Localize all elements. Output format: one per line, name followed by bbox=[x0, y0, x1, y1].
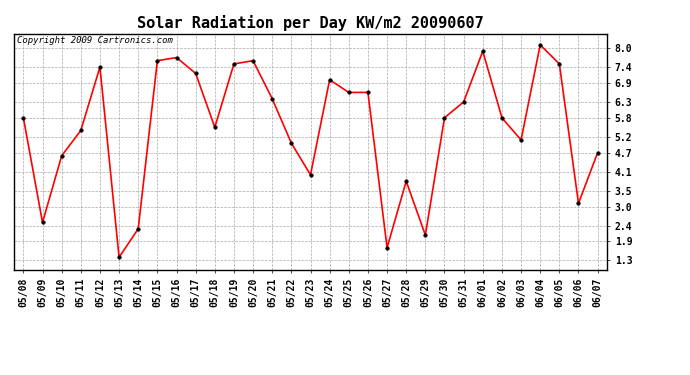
Title: Solar Radiation per Day KW/m2 20090607: Solar Radiation per Day KW/m2 20090607 bbox=[137, 15, 484, 31]
Text: Copyright 2009 Cartronics.com: Copyright 2009 Cartronics.com bbox=[17, 36, 172, 45]
